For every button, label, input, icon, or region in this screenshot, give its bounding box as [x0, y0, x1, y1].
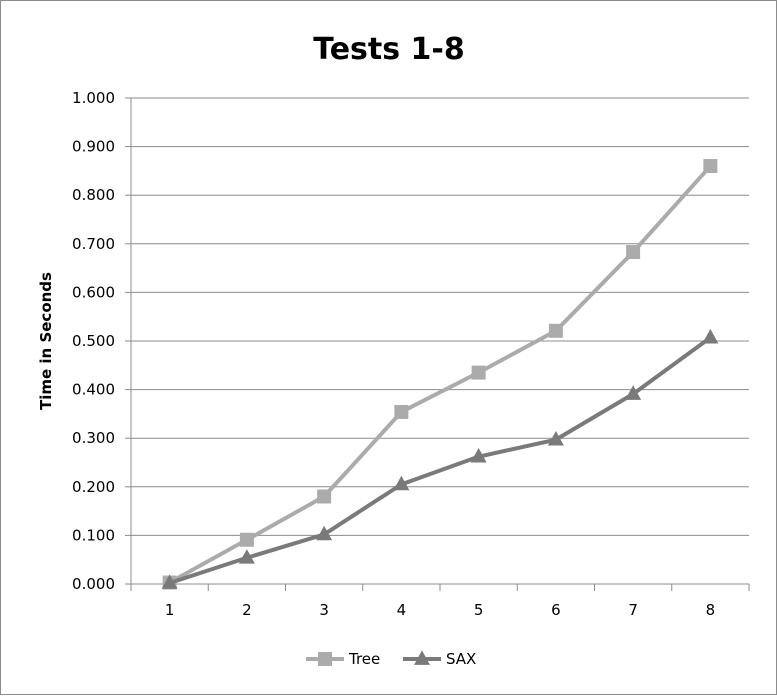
legend-item-tree: Tree [306, 650, 380, 668]
y-tick-label: 0.000 [72, 575, 115, 593]
data-point-sax [547, 430, 564, 446]
data-point-sax [393, 475, 410, 491]
x-tick-label: 7 [628, 601, 638, 619]
x-tick-label: 2 [242, 601, 252, 619]
axis-layer: 0.000 0.100 0.200 0.300 0.400 0.500 0.600 0.700… [72, 89, 750, 619]
series-tree [162, 159, 718, 590]
data-point-sax [702, 328, 719, 344]
data-point-sax [238, 549, 255, 564]
y-tick-label: 1.000 [72, 89, 115, 107]
data-point-sax [161, 574, 178, 589]
y-tick-label: 0.200 [72, 478, 115, 496]
data-point-tree [626, 245, 641, 260]
y-tick-label: 0.900 [72, 138, 115, 156]
data-point-tree [703, 159, 718, 174]
x-tick-label: 8 [706, 601, 716, 619]
legend-item-sax: SAX [403, 650, 476, 668]
y-tick-label: 0.800 [72, 186, 115, 204]
y-tick-label: 0.600 [72, 283, 115, 301]
data-point-sax [316, 525, 333, 541]
legend-label: SAX [446, 650, 476, 668]
legend: Tree SAX [306, 650, 476, 668]
series-line-sax [169, 335, 712, 585]
x-tick-label: 3 [319, 601, 329, 619]
y-tick-label: 0.100 [72, 526, 115, 544]
legend-swatch-marker [414, 650, 430, 665]
data-point-sax [470, 447, 487, 463]
legend-label: Tree [348, 650, 380, 668]
y-axis-title: Time in Seconds [37, 272, 55, 410]
data-point-tree [548, 323, 563, 338]
chart-title: Tests 1-8 [313, 32, 465, 67]
y-tick-label: 0.400 [72, 381, 115, 399]
grid-layer [131, 97, 749, 536]
x-tick-label: 5 [474, 601, 484, 619]
y-tick-label: 0.500 [72, 332, 115, 350]
x-tick-label: 6 [551, 601, 561, 619]
legend-swatch-marker [318, 652, 332, 666]
data-point-tree [317, 489, 332, 504]
series-line-tree [168, 164, 712, 585]
series-layer [161, 159, 719, 590]
y-tick-label: 0.700 [72, 235, 115, 253]
data-point-tree [394, 404, 409, 419]
series-sax [161, 328, 719, 589]
x-tick-label: 1 [165, 601, 175, 619]
y-tick-label: 0.300 [72, 429, 115, 447]
data-point-sax [625, 385, 642, 400]
data-point-tree [239, 532, 254, 547]
data-point-tree [471, 365, 486, 380]
x-tick-label: 4 [397, 601, 407, 619]
